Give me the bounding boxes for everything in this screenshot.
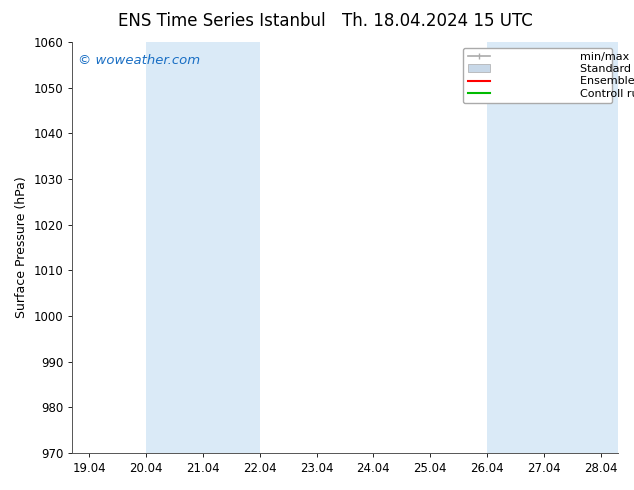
Bar (600, 42, 618, 453)
Bar (146, 42, 260, 453)
Bar (487, 42, 600, 453)
Text: © woweather.com: © woweather.com (78, 54, 200, 68)
Y-axis label: Surface Pressure (hPa): Surface Pressure (hPa) (15, 176, 28, 318)
Text: Th. 18.04.2024 15 UTC: Th. 18.04.2024 15 UTC (342, 12, 533, 30)
Legend: min/max, Standard deviation, Ensemble mean run, Controll run: min/max, Standard deviation, Ensemble me… (463, 48, 612, 103)
Text: ENS Time Series Istanbul: ENS Time Series Istanbul (118, 12, 326, 30)
